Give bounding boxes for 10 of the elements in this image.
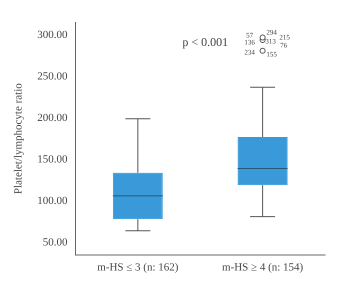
y-axis-title: Platelet/lymphocyte ratio [12,82,24,194]
x-tick-label: m-HS ≥ 4 (n: 154) [222,261,304,274]
y-tick-label: 250.00 [37,70,68,82]
y-tick-label: 300.00 [37,28,68,41]
y-tick-label: 150.00 [37,153,68,166]
annotation: p < 0.001 [182,34,228,49]
y-tick-label: 50.00 [42,236,68,248]
x-tick-label: m-HS ≤ 3 (n: 162) [97,261,179,274]
y-tick-label: 100.00 [37,194,68,207]
y-tick-label: 200.00 [37,112,68,124]
